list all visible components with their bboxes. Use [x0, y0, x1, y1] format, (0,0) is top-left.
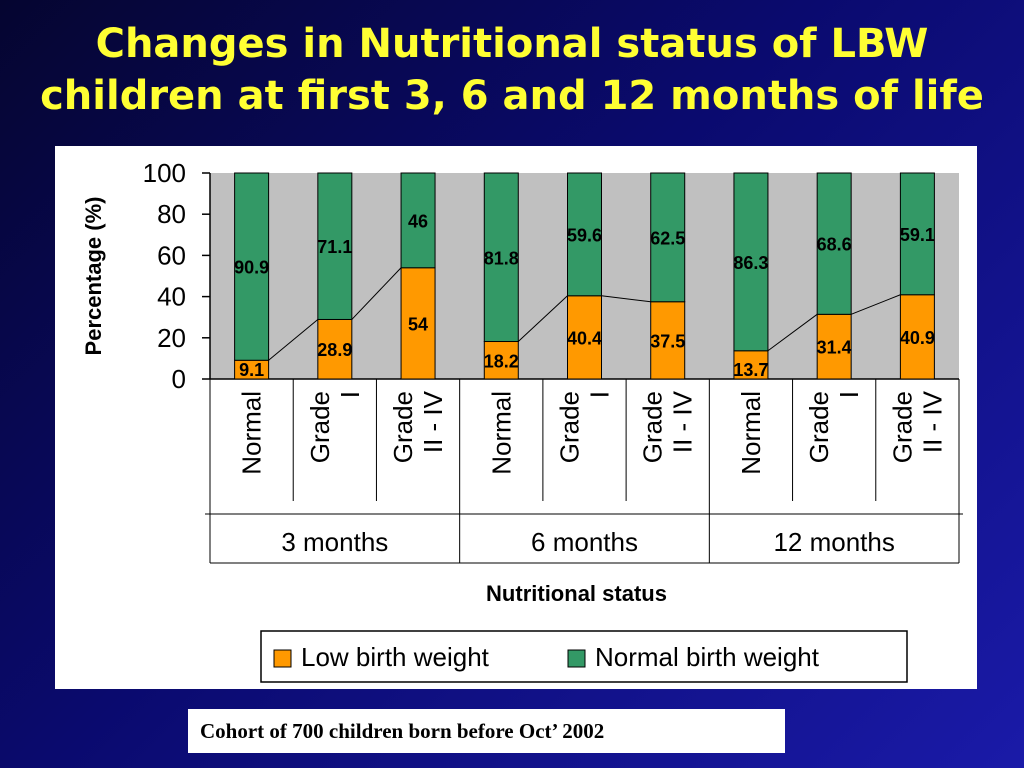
footnote: Cohort of 700 children born before Oct’ …: [188, 709, 785, 753]
data-label-normal-birth-weight: 90.9: [234, 258, 269, 278]
data-label-low-birth-weight: 18.2: [484, 351, 519, 371]
category-label: Normal: [486, 391, 516, 475]
bar-normal-birth-weight: [650, 172, 686, 303]
data-label-low-birth-weight: 40.9: [900, 328, 935, 348]
y-tick-label: 80: [157, 199, 186, 229]
legend-label-low-birth-weight: Low birth weight: [301, 642, 490, 672]
y-axis-title: Percentage (%): [81, 197, 106, 356]
data-label-low-birth-weight: 28.9: [317, 340, 352, 360]
data-label-low-birth-weight: 40.4: [567, 328, 602, 348]
bar-low-birth-weight: [400, 267, 436, 380]
series-line: [351, 267, 402, 320]
bar-low-birth-weight: [317, 318, 353, 380]
category-label: II - IV: [418, 390, 448, 453]
category-label: II - IV: [917, 390, 947, 453]
y-tick-label: 20: [157, 323, 186, 353]
y-tick-label: 0: [172, 364, 186, 394]
data-label-low-birth-weight: 54: [408, 314, 428, 334]
legend-label-normal-birth-weight: Normal birth weight: [595, 642, 820, 672]
bar-normal-birth-weight: [816, 172, 852, 315]
legend-swatch-low-birth-weight: [273, 649, 292, 668]
data-label-normal-birth-weight: 62.5: [650, 228, 685, 248]
group-label: 6 months: [531, 527, 638, 557]
data-label-low-birth-weight: 13.7: [733, 360, 768, 380]
title-line-1: Changes in Nutritional status of LBW: [95, 21, 929, 67]
category-label: Grade: [305, 391, 335, 463]
category-label: Grade: [887, 391, 917, 463]
title-line-2: children at first 3, 6 and 12 months of …: [40, 73, 984, 119]
series-line: [850, 294, 901, 315]
series-line: [767, 313, 818, 352]
bar-normal-birth-weight: [400, 172, 436, 269]
y-tick-label: 40: [157, 282, 186, 312]
data-label-low-birth-weight: 31.4: [817, 338, 852, 358]
data-label-normal-birth-weight: 86.3: [733, 253, 768, 273]
data-label-normal-birth-weight: 59.6: [567, 225, 602, 245]
bar-normal-birth-weight: [567, 172, 602, 297]
category-label: I: [335, 391, 365, 398]
series-line: [517, 295, 568, 342]
category-label: Normal: [237, 391, 267, 475]
y-tick-label: 100: [143, 158, 186, 188]
data-label-normal-birth-weight: 46: [408, 211, 428, 231]
data-label-normal-birth-weight: 71.1: [317, 237, 352, 257]
category-label: Grade: [555, 391, 585, 463]
y-tick-label: 60: [157, 240, 186, 270]
data-label-normal-birth-weight: 68.6: [817, 235, 852, 255]
data-label-low-birth-weight: 37.5: [650, 331, 685, 351]
category-label: II - IV: [668, 390, 698, 453]
category-label: Grade: [388, 391, 418, 463]
series-line: [268, 319, 319, 361]
category-label: Grade: [638, 391, 668, 463]
slide-title: Changes in Nutritional status of LBW chi…: [0, 18, 1024, 122]
data-label-low-birth-weight: 9.1: [239, 360, 264, 380]
category-label: Grade: [804, 391, 834, 463]
bar-normal-birth-weight: [733, 172, 769, 352]
chart-panel: 0 20 40 60 80 100 Percentage (%) Normal Grade I Gr…: [55, 146, 977, 689]
bar-normal-birth-weight: [899, 172, 935, 296]
bar-low-birth-weight: [483, 341, 519, 380]
category-label: I: [585, 391, 615, 398]
data-label-normal-birth-weight: 59.1: [900, 225, 935, 245]
x-axis-title: Nutritional status: [486, 581, 667, 606]
bar-normal-birth-weight: [483, 172, 519, 343]
group-label: 3 months: [281, 527, 388, 557]
category-label: I: [834, 391, 864, 398]
bar-low-birth-weight: [733, 350, 769, 380]
category-label: Normal: [736, 391, 766, 475]
series-line: [601, 295, 651, 303]
bar-normal-birth-weight: [234, 172, 270, 361]
bar-normal-birth-weight: [317, 172, 353, 320]
data-label-normal-birth-weight: 81.8: [484, 248, 519, 268]
legend-swatch-normal-birth-weight: [567, 649, 586, 668]
bar-low-birth-weight: [650, 301, 686, 380]
bar-low-birth-weight: [816, 313, 852, 380]
group-label: 12 months: [773, 527, 894, 557]
